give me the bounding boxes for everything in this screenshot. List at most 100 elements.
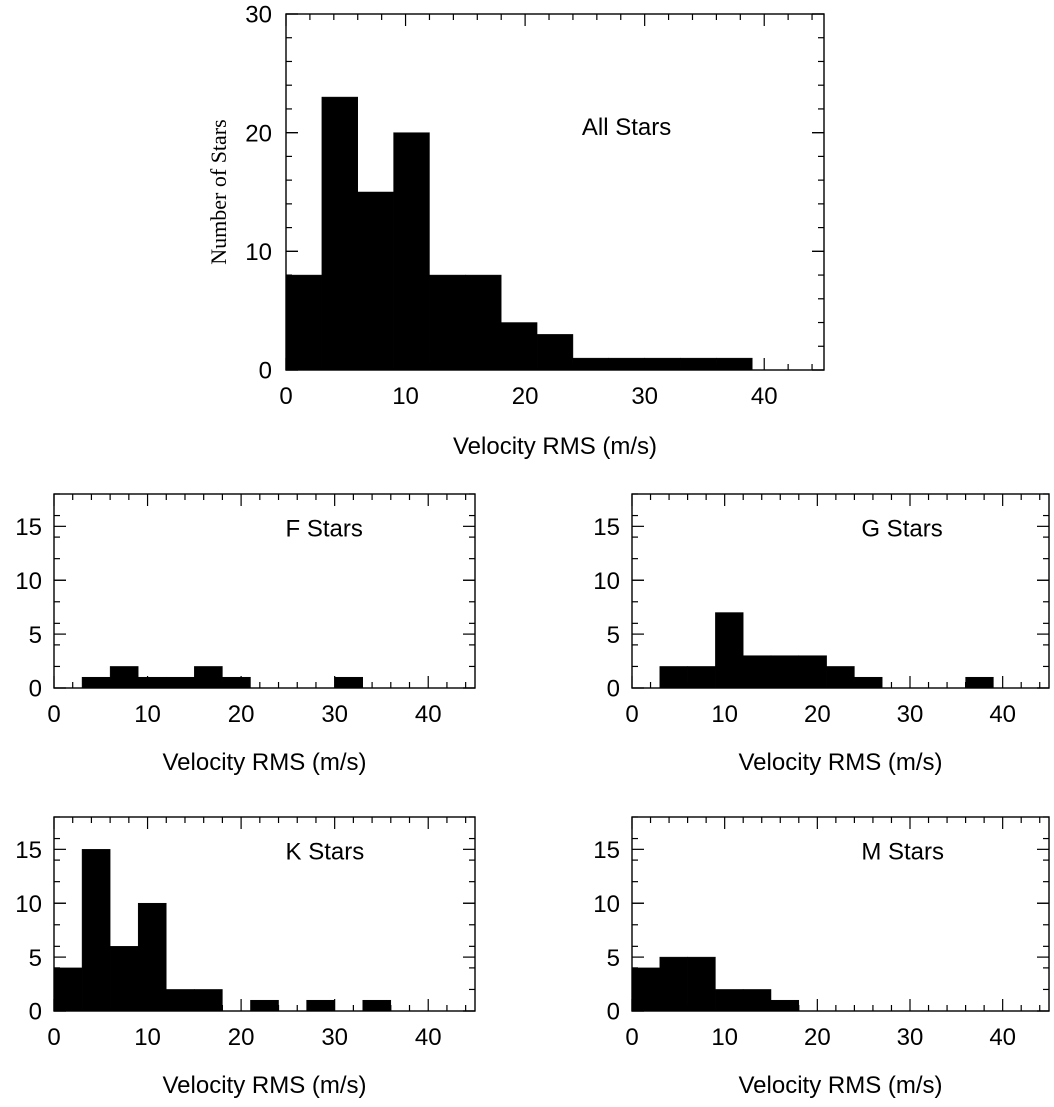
histogram-bar	[659, 666, 688, 689]
histogram-bar	[798, 655, 827, 689]
x-tick-label: 30	[631, 383, 658, 410]
histogram-bar	[716, 357, 753, 371]
histogram-bar	[536, 334, 574, 371]
panel-label: G Stars	[861, 516, 942, 543]
y-tick-label: 15	[593, 837, 620, 864]
x-tick-label: 10	[711, 1024, 738, 1051]
histogram-bar	[166, 989, 195, 1012]
y-tick-label: 5	[607, 622, 620, 649]
y-tick-label: 15	[15, 514, 42, 541]
histogram-bar	[826, 666, 855, 689]
plot-frame	[285, 13, 825, 371]
x-tick-label: 0	[625, 701, 638, 728]
x-tick-label: 0	[279, 383, 292, 410]
histogram-bar	[500, 322, 538, 371]
x-tick-label: 30	[897, 701, 924, 728]
plot-frame	[631, 816, 1050, 1012]
y-tick-label: 10	[593, 891, 620, 918]
x-tick-label: 20	[512, 383, 539, 410]
histogram-bar	[334, 676, 363, 689]
panel-label: F Stars	[286, 516, 363, 543]
x-tick-label: 10	[392, 383, 419, 410]
histogram-panels: 0 10 20 30 40 0 10 20 30 Velocity RMS (m/s) Number…	[15, 2, 1050, 1099]
histogram-bar	[854, 676, 883, 689]
histogram-bar	[659, 956, 688, 1012]
histogram-bar	[306, 999, 335, 1012]
y-tick-label: 0	[29, 676, 42, 703]
panel-label: M Stars	[861, 839, 944, 866]
x-tick-label: 0	[47, 701, 60, 728]
panel-g: 0 10 20 30 40 0 5 10 15 Velocity RMS (m/s) G Stars	[593, 493, 1050, 776]
x-tick-label: 10	[134, 1024, 161, 1051]
histogram-bar	[81, 676, 111, 689]
histogram-bar	[687, 666, 716, 689]
x-tick-label: 30	[897, 1024, 924, 1051]
x-tick-label: 30	[321, 1024, 348, 1051]
plot-frame	[631, 493, 1050, 689]
panel-label: K Stars	[286, 839, 365, 866]
y-tick-label: 0	[607, 999, 620, 1026]
histogram-bar	[680, 357, 717, 371]
x-tick-label: 40	[415, 1024, 442, 1051]
y-tick-label: 0	[607, 676, 620, 703]
plot-frame	[53, 493, 476, 689]
plot-frame	[53, 816, 476, 1012]
x-tick-label: 20	[228, 701, 255, 728]
histogram-bar	[572, 357, 610, 371]
histogram-bar	[393, 132, 430, 371]
histogram-bar	[770, 999, 800, 1012]
y-tick-label: 10	[245, 239, 272, 266]
x-tick-label: 40	[989, 701, 1016, 728]
x-axis-title: Velocity RMS (m/s)	[738, 749, 942, 776]
y-tick-label: 30	[245, 2, 272, 29]
x-tick-label: 20	[228, 1024, 255, 1051]
y-tick-label: 5	[29, 622, 42, 649]
histogram-bar	[109, 666, 139, 689]
x-tick-label: 0	[47, 1024, 60, 1051]
y-tick-label: 10	[593, 568, 620, 595]
histogram-bar	[715, 989, 744, 1012]
x-tick-label: 40	[751, 383, 778, 410]
panel-all: 0 10 20 30 40 0 10 20 30 Velocity RMS (m/s) Number…	[206, 2, 825, 460]
y-tick-label: 0	[29, 999, 42, 1026]
y-tick-label: 5	[607, 945, 620, 972]
x-tick-label: 0	[625, 1024, 638, 1051]
x-axis-title: Velocity RMS (m/s)	[453, 433, 657, 460]
x-axis-title: Velocity RMS (m/s)	[162, 1072, 366, 1099]
histogram-bar	[166, 676, 195, 689]
histogram-bar	[357, 191, 394, 371]
histogram-bar	[137, 676, 167, 689]
x-tick-label: 20	[804, 1024, 831, 1051]
y-tick-label: 15	[593, 514, 620, 541]
histogram-bar	[321, 96, 358, 371]
y-axis-title: Number of Stars	[206, 119, 231, 264]
panel-m: 0 10 20 30 40 0 5 10 15 Velocity RMS (m/s) M Stars	[593, 816, 1050, 1099]
histogram-bar	[429, 274, 466, 371]
x-tick-label: 10	[134, 701, 161, 728]
x-tick-label: 30	[321, 701, 348, 728]
panel-label: All Stars	[582, 114, 671, 141]
histogram-bar	[81, 849, 111, 1012]
panel-f: 0 10 20 30 40 0 5 10 15 Velocity RMS (m/s) F Stars	[15, 493, 476, 776]
histogram-bar	[250, 999, 279, 1012]
x-tick-label: 40	[415, 701, 442, 728]
x-tick-label: 10	[711, 701, 738, 728]
panel-k: 0 10 20 30 40 0 5 10 15 Velocity RMS (m/s) K Stars	[15, 816, 476, 1099]
y-tick-label: 0	[259, 358, 272, 385]
histogram-bar	[742, 655, 772, 689]
histogram-bar	[222, 676, 251, 689]
histogram-bar	[109, 946, 139, 1012]
histogram-bar	[194, 989, 223, 1012]
histogram-bar	[194, 666, 223, 689]
histogram-bar	[362, 999, 392, 1012]
histogram-bar	[965, 676, 994, 689]
y-tick-label: 15	[15, 837, 42, 864]
histogram-bar	[644, 357, 681, 371]
y-tick-label: 10	[15, 568, 42, 595]
y-tick-label: 20	[245, 120, 272, 147]
histogram-bar	[715, 612, 744, 689]
histogram-bar	[608, 357, 645, 371]
x-tick-label: 20	[804, 701, 831, 728]
